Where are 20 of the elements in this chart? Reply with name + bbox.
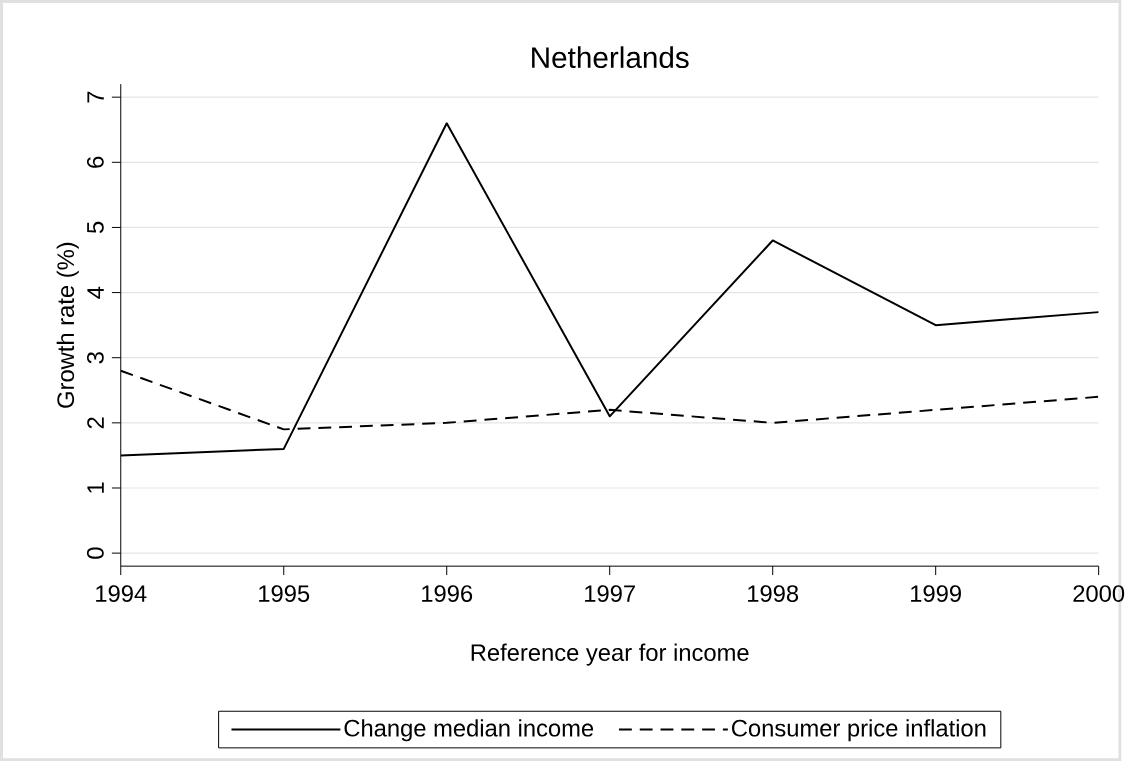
- x-tick-label: 1998: [748, 585, 799, 602]
- y-tick-label: 4: [87, 286, 104, 299]
- y-tick-label: 0: [86, 547, 104, 559]
- y-tick-label: 3: [86, 352, 104, 364]
- y-tick-label: 7: [87, 91, 104, 103]
- x-tick-label: 1994: [96, 585, 147, 602]
- y-tick-label: 1: [87, 482, 104, 493]
- x-tick-label: 1996: [422, 585, 473, 602]
- legend-label: Consumer price inflation: [732, 719, 986, 742]
- chart-title: Netherlands: [532, 46, 689, 69]
- x-tick-label: 1999: [911, 585, 961, 602]
- x-axis-title: Reference year for income: [471, 643, 749, 666]
- y-tick-label: 5: [87, 221, 104, 234]
- x-tick-label: 1995: [259, 585, 310, 602]
- y-tick-label: 6: [86, 156, 104, 168]
- y-axis-title: Growth rate (%): [56, 242, 79, 408]
- x-tick-label: 2000: [1073, 585, 1125, 602]
- legend-label: Change median income: [344, 719, 594, 742]
- y-tick-label: 2: [87, 417, 104, 429]
- x-tick-label: 1997: [585, 585, 635, 602]
